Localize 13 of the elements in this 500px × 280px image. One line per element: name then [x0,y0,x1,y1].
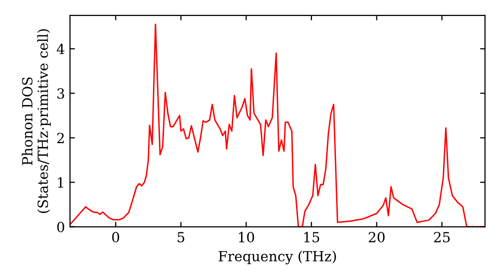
y-tick-label: 0 [57,222,64,232]
x-tick-label: 20 [368,232,385,242]
x-tick-label: 0 [112,232,120,242]
x-tick-label: 5 [178,232,184,242]
x-tick-label: 15 [304,232,320,242]
y-tick-label: 4 [56,44,64,54]
x-tick-label: 25 [434,232,450,242]
x-axis-title: Frequency (THz) [218,250,336,264]
y-tick-label: 3 [57,88,64,99]
y-axis-title: Phonon DOS (States/THz·primitive cell) [22,29,51,213]
y-tick-label: 1 [58,177,64,188]
x-tick-label: 10 [239,232,254,242]
y-tick-label: 2 [57,132,64,144]
